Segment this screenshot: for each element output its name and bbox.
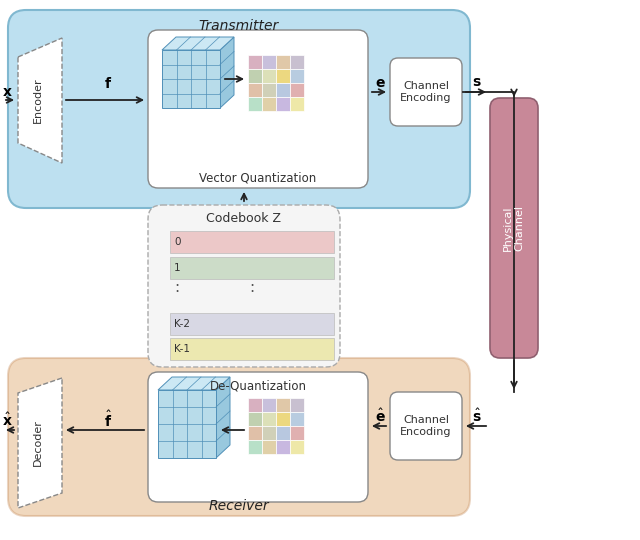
- Text: :: :: [174, 280, 179, 294]
- Bar: [276, 412, 290, 426]
- Bar: [276, 55, 290, 69]
- FancyBboxPatch shape: [148, 205, 340, 367]
- Text: Decoder: Decoder: [33, 420, 43, 467]
- Bar: [290, 55, 304, 69]
- FancyBboxPatch shape: [8, 358, 470, 516]
- Text: $\mathbf{e}$: $\mathbf{e}$: [374, 76, 385, 90]
- FancyBboxPatch shape: [148, 372, 368, 502]
- Bar: [248, 55, 262, 69]
- Bar: [290, 426, 304, 440]
- Bar: [290, 412, 304, 426]
- Text: Transmitter: Transmitter: [199, 19, 279, 33]
- Bar: [290, 69, 304, 83]
- Text: $\mathbf{x}$: $\mathbf{x}$: [2, 85, 13, 99]
- Bar: [276, 426, 290, 440]
- Bar: [162, 50, 220, 108]
- Text: 0: 0: [174, 237, 180, 247]
- FancyBboxPatch shape: [390, 392, 462, 460]
- Bar: [262, 398, 276, 412]
- Bar: [262, 426, 276, 440]
- Bar: [248, 83, 262, 97]
- Polygon shape: [220, 37, 234, 108]
- Bar: [248, 398, 262, 412]
- Text: $\mathbf{f}$: $\mathbf{f}$: [104, 77, 112, 91]
- Text: $\hat{\mathbf{s}}$: $\hat{\mathbf{s}}$: [472, 407, 482, 424]
- Bar: [248, 412, 262, 426]
- Text: Physical
Channel: Physical Channel: [503, 205, 525, 251]
- Text: $\hat{\mathbf{e}}$: $\hat{\mathbf{e}}$: [374, 407, 385, 424]
- Bar: [248, 69, 262, 83]
- Bar: [170, 231, 334, 253]
- Text: 1: 1: [174, 263, 180, 273]
- Bar: [170, 257, 334, 279]
- FancyBboxPatch shape: [148, 30, 368, 188]
- Bar: [276, 69, 290, 83]
- Bar: [276, 440, 290, 454]
- Bar: [158, 390, 216, 458]
- Text: $\hat{\mathbf{f}}$: $\hat{\mathbf{f}}$: [104, 410, 112, 430]
- Text: Vector Quantization: Vector Quantization: [200, 172, 317, 185]
- Text: Codebook Z: Codebook Z: [207, 212, 282, 225]
- Bar: [248, 440, 262, 454]
- Text: Encoder: Encoder: [33, 77, 43, 123]
- Bar: [262, 55, 276, 69]
- Text: $\mathbf{s}$: $\mathbf{s}$: [472, 75, 482, 89]
- Bar: [262, 69, 276, 83]
- Bar: [262, 97, 276, 111]
- Polygon shape: [216, 377, 230, 458]
- Bar: [276, 83, 290, 97]
- Text: Receiver: Receiver: [209, 499, 269, 513]
- Bar: [262, 83, 276, 97]
- Text: K-1: K-1: [174, 344, 190, 354]
- Bar: [248, 426, 262, 440]
- Polygon shape: [158, 377, 230, 390]
- Text: De-Quantization: De-Quantization: [209, 380, 307, 393]
- Polygon shape: [18, 38, 62, 163]
- Text: :: :: [250, 280, 255, 294]
- Bar: [248, 97, 262, 111]
- Text: K-2: K-2: [174, 319, 190, 329]
- FancyBboxPatch shape: [490, 98, 538, 358]
- Bar: [290, 83, 304, 97]
- Bar: [290, 398, 304, 412]
- FancyBboxPatch shape: [8, 10, 470, 208]
- Bar: [290, 440, 304, 454]
- Text: Channel
Encoding: Channel Encoding: [400, 81, 452, 103]
- Bar: [170, 338, 334, 360]
- Text: $\hat{\mathbf{x}}$: $\hat{\mathbf{x}}$: [2, 411, 13, 429]
- FancyBboxPatch shape: [390, 58, 462, 126]
- Text: Channel
Encoding: Channel Encoding: [400, 415, 452, 437]
- Bar: [170, 313, 334, 335]
- Bar: [262, 412, 276, 426]
- Polygon shape: [18, 378, 62, 508]
- Bar: [276, 398, 290, 412]
- Bar: [262, 440, 276, 454]
- Polygon shape: [162, 37, 234, 50]
- Bar: [276, 97, 290, 111]
- Bar: [290, 97, 304, 111]
